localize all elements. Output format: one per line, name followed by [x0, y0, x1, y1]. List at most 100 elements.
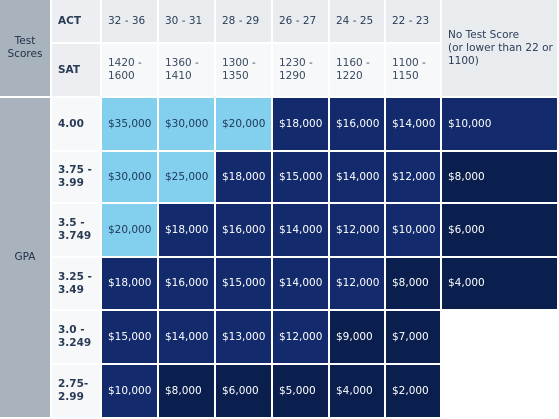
- award-cell: $14,000: [330, 152, 386, 204]
- award-cell-text: $25,000: [165, 170, 209, 183]
- award-cell: $16,000: [216, 204, 273, 258]
- award-cell: $5,000: [273, 365, 330, 419]
- sat-range-4: 1160 - 1220: [330, 44, 386, 98]
- award-cell-text: $16,000: [222, 223, 266, 236]
- act-range-2: 28 - 29: [216, 0, 273, 44]
- award-cell-text: $14,000: [279, 277, 323, 289]
- sat-range-2: 1300 - 1350: [216, 44, 273, 98]
- award-cell: $14,000: [273, 204, 330, 258]
- act-range-3-text: 26 - 27: [279, 14, 317, 27]
- award-cell: $8,000: [159, 365, 216, 419]
- award-cell-text: $15,000: [108, 330, 152, 343]
- gpa-row-label-text: 3.5 - 3.749: [58, 217, 92, 242]
- award-cell: $14,000: [273, 258, 330, 311]
- award-cell: $18,000: [159, 204, 216, 258]
- award-cell-text: $14,000: [336, 170, 380, 183]
- award-cell-text: $10,000: [108, 384, 152, 397]
- award-cell-text: $6,000: [222, 384, 259, 397]
- award-cell-text: $35,000: [108, 117, 152, 130]
- award-cell: $2,000: [386, 365, 442, 419]
- act-label-text: ACT: [58, 14, 81, 27]
- award-cell-text: $8,000: [448, 170, 485, 183]
- act-range-3: 26 - 27: [273, 0, 330, 44]
- award-cell-text: $16,000: [336, 117, 380, 130]
- award-cell: $16,000: [330, 98, 386, 152]
- award-cell-text: $14,000: [165, 330, 209, 343]
- award-cell-text: $8,000: [165, 384, 202, 397]
- award-cell: $30,000: [159, 98, 216, 152]
- award-cell-text: $12,000: [279, 330, 323, 343]
- award-cell: $9,000: [330, 311, 386, 365]
- award-cell: $4,000: [330, 365, 386, 419]
- award-cell-text: $2,000: [392, 384, 429, 397]
- award-cell-text: $12,000: [336, 223, 380, 236]
- act-range-4-text: 24 - 25: [336, 14, 374, 27]
- award-cell-text: $12,000: [392, 170, 436, 183]
- award-cell: [442, 311, 559, 365]
- test-scores-label: Test Scores: [0, 0, 52, 98]
- gpa-row-label: 3.75 - 3.99: [52, 152, 102, 204]
- award-cell: $8,000: [442, 152, 559, 204]
- award-cell-text: $30,000: [165, 117, 209, 130]
- award-cell: $12,000: [330, 204, 386, 258]
- award-cell-text: $4,000: [336, 384, 373, 397]
- award-cell: [442, 365, 559, 419]
- act-range-2-text: 28 - 29: [222, 14, 260, 27]
- award-cell: $18,000: [273, 98, 330, 152]
- gpa-row-label-text: 3.0 - 3.249: [58, 324, 92, 349]
- gpa-row-label: 3.5 - 3.749: [52, 204, 102, 258]
- award-cell: $16,000: [159, 258, 216, 311]
- award-cell: $14,000: [386, 98, 442, 152]
- sat-range-0: 1420 - 1600: [102, 44, 159, 98]
- award-cell: $6,000: [442, 204, 559, 258]
- sat-range-3: 1230 - 1290: [273, 44, 330, 98]
- award-cell-text: $8,000: [392, 277, 429, 289]
- award-cell: $15,000: [102, 311, 159, 365]
- award-cell: $20,000: [216, 98, 273, 152]
- sat-range-2-text: 1300 - 1350: [222, 57, 256, 82]
- award-cell-text: $12,000: [336, 277, 380, 289]
- award-cell: $18,000: [102, 258, 159, 311]
- award-cell-text: $10,000: [448, 117, 492, 130]
- gpa-side-label-text: GPA: [14, 251, 36, 263]
- award-cell: $14,000: [159, 311, 216, 365]
- award-cell-text: $15,000: [222, 277, 266, 289]
- act-range-1-text: 30 - 31: [165, 14, 203, 27]
- award-cell: $30,000: [102, 152, 159, 204]
- award-cell-text: $18,000: [222, 170, 266, 183]
- sat-range-3-text: 1230 - 1290: [279, 57, 313, 82]
- sat-range-1-text: 1360 - 1410: [165, 57, 199, 82]
- award-cell-text: $18,000: [165, 223, 209, 236]
- award-cell: $6,000: [216, 365, 273, 419]
- sat-range-0-text: 1420 - 1600: [108, 57, 142, 82]
- no-test-score-header: No Test Score (or lower than 22 or 1100): [442, 0, 559, 98]
- gpa-row-label-text: 4.00: [58, 117, 84, 130]
- gpa-row-label: 3.25 - 3.49: [52, 258, 102, 311]
- award-cell: $15,000: [216, 258, 273, 311]
- sat-label-text: SAT: [58, 63, 81, 76]
- award-cell: $35,000: [102, 98, 159, 152]
- act-range-1: 30 - 31: [159, 0, 216, 44]
- award-cell: $10,000: [102, 365, 159, 419]
- award-cell: $12,000: [330, 258, 386, 311]
- sat-range-5-text: 1100 - 1150: [392, 57, 426, 82]
- award-cell-text: $4,000: [448, 277, 485, 289]
- award-cell: $12,000: [273, 311, 330, 365]
- test-scores-label-text: Test Scores: [7, 35, 43, 60]
- award-cell-text: $16,000: [165, 277, 209, 289]
- sat-range-4-text: 1160 - 1220: [336, 57, 370, 82]
- award-cell: $8,000: [386, 258, 442, 311]
- no-test-score-header-text: No Test Score (or lower than 22 or 1100): [448, 28, 553, 67]
- award-cell-text: $20,000: [222, 117, 266, 130]
- award-cell: $10,000: [442, 98, 559, 152]
- award-cell: $10,000: [386, 204, 442, 258]
- sat-label: SAT: [52, 44, 102, 98]
- award-cell: $12,000: [386, 152, 442, 204]
- act-range-5: 22 - 23: [386, 0, 442, 44]
- act-range-5-text: 22 - 23: [392, 14, 430, 27]
- gpa-side-label: GPA: [0, 98, 52, 419]
- award-cell: $18,000: [216, 152, 273, 204]
- award-cell: $15,000: [273, 152, 330, 204]
- gpa-row-label: 2.75- 2.99: [52, 365, 102, 419]
